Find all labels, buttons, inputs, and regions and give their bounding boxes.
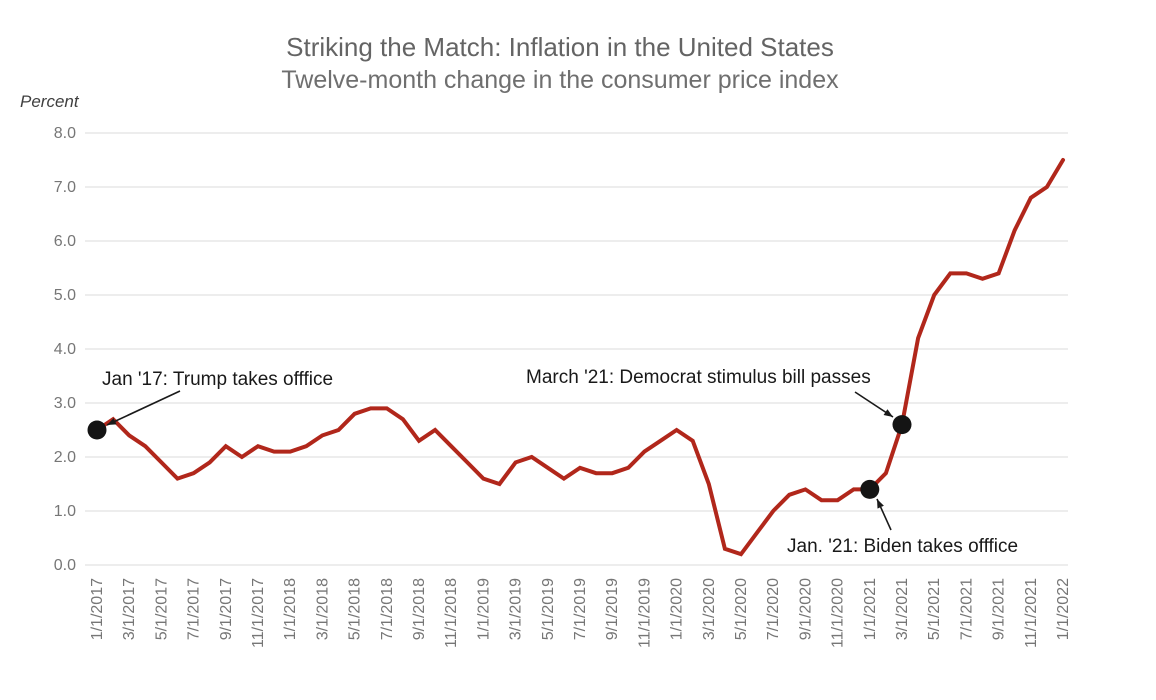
y-tick-label: 6.0 <box>54 233 76 250</box>
x-tick-label: 1/1/2021 <box>862 578 879 640</box>
x-tick-label: 1/1/2020 <box>669 578 686 640</box>
x-tick-label: 11/1/2018 <box>443 578 460 648</box>
y-axis-unit-label: Percent <box>20 92 79 111</box>
event-marker-dot <box>87 420 107 440</box>
y-tick-label: 5.0 <box>54 287 76 304</box>
x-tick-label: 1/1/2019 <box>475 578 492 640</box>
y-tick-label: 7.0 <box>54 179 76 196</box>
x-tick-label: 7/1/2021 <box>958 578 975 640</box>
x-tick-label: 9/1/2021 <box>991 578 1008 640</box>
arrow-trump <box>106 390 181 426</box>
x-tick-label: 7/1/2019 <box>572 578 589 640</box>
x-tick-label: 3/1/2021 <box>894 578 911 640</box>
x-tick-label: 1/1/2017 <box>89 578 106 640</box>
annotation-biden-takes-office: Jan. '21: Biden takes offfice <box>787 536 1019 557</box>
y-tick-label: 8.0 <box>54 125 76 142</box>
x-tick-label: 9/1/2020 <box>797 578 814 640</box>
x-tick-label: 7/1/2020 <box>765 578 782 640</box>
x-tick-label: 11/1/2020 <box>830 578 847 648</box>
x-tick-label: 5/1/2019 <box>540 578 557 640</box>
x-tick-label: 1/1/2022 <box>1055 578 1072 640</box>
x-tick-label: 3/1/2018 <box>314 578 331 640</box>
arrow-stimulus <box>854 391 894 418</box>
y-tick-label: 0.0 <box>54 557 76 574</box>
annotation-trump-takes-office: Jan '17: Trump takes offfice <box>102 369 334 390</box>
annotation-stimulus-bill: March '21: Democrat stimulus bill passes <box>526 367 871 388</box>
x-tick-label: 9/1/2019 <box>604 578 621 640</box>
x-tick-label: 11/1/2021 <box>1023 578 1040 648</box>
event-marker-dot <box>892 415 912 435</box>
x-tick-label: 5/1/2017 <box>153 578 170 640</box>
chart-subtitle: Twelve-month change in the consumer pric… <box>281 66 839 94</box>
x-tick-label: 3/1/2019 <box>508 578 525 640</box>
cpi-series-line <box>95 158 1065 557</box>
x-tick-label: 3/1/2017 <box>121 578 138 640</box>
x-tick-label: 11/1/2019 <box>636 578 653 648</box>
x-tick-label: 7/1/2018 <box>379 578 396 640</box>
x-tick-label: 9/1/2017 <box>218 578 235 640</box>
y-tick-label: 1.0 <box>54 503 76 520</box>
x-tick-label: 7/1/2017 <box>186 578 203 640</box>
x-tick-label: 1/1/2018 <box>282 578 299 640</box>
y-tick-label: 2.0 <box>54 449 76 466</box>
x-tick-label: 5/1/2021 <box>926 578 943 640</box>
y-tick-label: 3.0 <box>54 395 76 412</box>
event-marker-dot <box>860 479 880 499</box>
arrow-biden <box>876 498 892 531</box>
x-tick-label: 3/1/2020 <box>701 578 718 640</box>
x-tick-label: 9/1/2018 <box>411 578 428 640</box>
x-tick-label: 5/1/2018 <box>347 578 364 640</box>
y-tick-label: 4.0 <box>54 341 76 358</box>
x-tick-label: 5/1/2020 <box>733 578 750 640</box>
x-tick-label: 11/1/2017 <box>250 578 267 648</box>
chart-title: Striking the Match: Inflation in the Uni… <box>286 32 834 62</box>
